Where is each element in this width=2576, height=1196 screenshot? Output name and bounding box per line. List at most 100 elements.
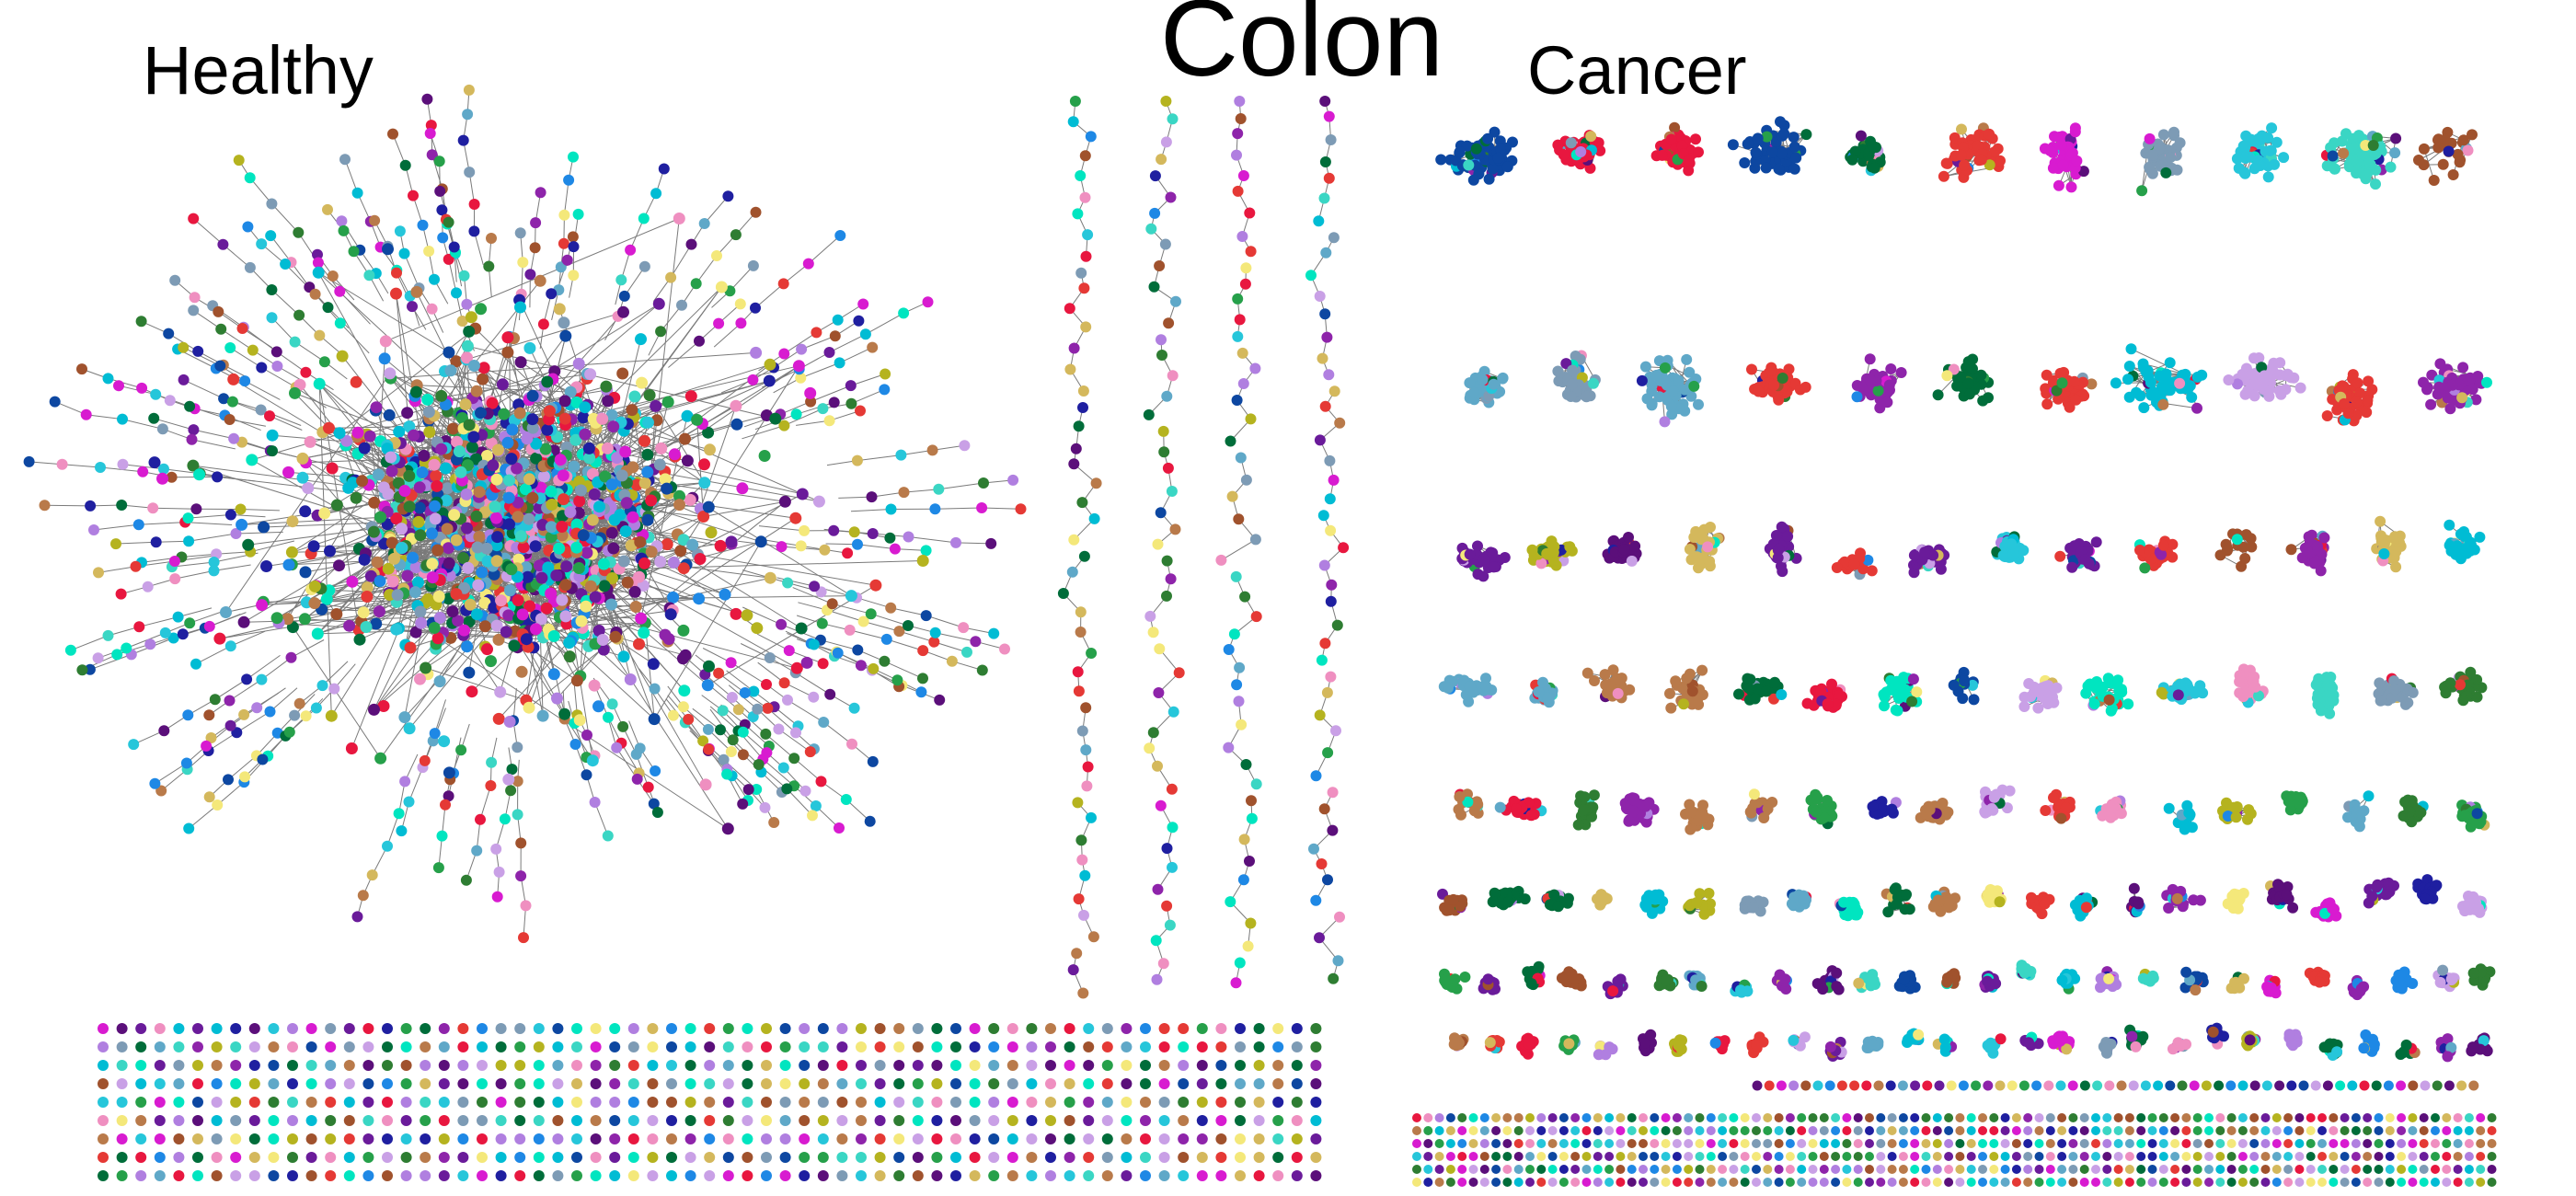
network-node xyxy=(572,562,585,574)
network-node xyxy=(588,679,601,692)
network-node xyxy=(988,627,1000,639)
network-node xyxy=(1215,554,1227,566)
network-node xyxy=(747,374,759,385)
network-node xyxy=(1155,799,1167,811)
network-node xyxy=(799,1097,811,1108)
network-node xyxy=(192,1060,203,1071)
network-node xyxy=(1067,116,1079,128)
network-node xyxy=(1140,1060,1151,1071)
network-node xyxy=(1334,911,1345,923)
network-node xyxy=(1178,1060,1190,1071)
network-node xyxy=(268,1170,280,1181)
network-node xyxy=(416,466,429,478)
network-node xyxy=(742,1060,753,1071)
network-node xyxy=(950,1152,961,1163)
network-node xyxy=(593,500,605,513)
network-node xyxy=(856,1060,867,1071)
network-node xyxy=(1026,1078,1038,1089)
network-node xyxy=(760,728,772,740)
network-edge xyxy=(62,464,101,468)
network-node xyxy=(368,496,381,509)
network-node xyxy=(1291,1041,1303,1052)
network-node xyxy=(556,593,569,606)
network-node xyxy=(1149,170,1161,182)
network-node xyxy=(635,333,647,346)
network-node xyxy=(357,606,370,619)
network-node xyxy=(815,776,827,788)
network-node xyxy=(1323,369,1335,381)
network-node xyxy=(1272,1152,1284,1163)
network-edge xyxy=(270,687,298,712)
network-node xyxy=(388,552,400,565)
network-node xyxy=(571,1115,582,1126)
network-edge xyxy=(246,654,281,680)
network-node xyxy=(1328,972,1340,984)
network-node xyxy=(779,1133,791,1144)
network-node xyxy=(1291,1023,1303,1034)
network-node xyxy=(789,512,802,524)
network-node xyxy=(558,493,569,506)
network-node xyxy=(931,1023,943,1034)
network-node xyxy=(287,1023,298,1034)
network-node xyxy=(400,1078,412,1089)
network-node xyxy=(836,1041,848,1052)
network-node xyxy=(779,1023,791,1034)
network-edge xyxy=(721,379,753,394)
network-node xyxy=(495,1023,507,1034)
network-node xyxy=(836,1170,848,1181)
network-node xyxy=(1006,1078,1018,1089)
network-node xyxy=(742,1097,753,1108)
network-node xyxy=(714,539,727,552)
network-edge xyxy=(758,525,805,532)
network-node xyxy=(1162,462,1174,474)
network-node xyxy=(683,713,695,725)
network-node xyxy=(920,545,932,557)
network-node xyxy=(1234,661,1246,673)
network-node xyxy=(230,528,242,539)
network-edge xyxy=(629,218,645,250)
network-node xyxy=(545,485,558,498)
network-node xyxy=(1006,1060,1018,1071)
network-edge xyxy=(624,266,646,297)
network-node xyxy=(1305,270,1317,282)
network-node xyxy=(149,777,161,789)
network-node xyxy=(491,891,503,903)
network-node xyxy=(1076,497,1088,509)
network-node xyxy=(559,329,572,342)
network-node xyxy=(1230,977,1242,989)
network-node xyxy=(969,1133,981,1144)
network-node xyxy=(248,1133,260,1144)
network-node xyxy=(343,1152,355,1163)
network-node xyxy=(834,357,845,369)
network-edge xyxy=(778,729,811,753)
network-node xyxy=(764,652,776,663)
network-node xyxy=(475,303,488,316)
network-node xyxy=(817,1097,829,1108)
network-node xyxy=(533,1023,545,1034)
network-node xyxy=(704,1152,716,1163)
network-node xyxy=(1064,1115,1075,1126)
network-node xyxy=(324,545,336,558)
network-node xyxy=(520,633,533,646)
network-node xyxy=(560,560,573,573)
network-node xyxy=(255,404,267,416)
network-node xyxy=(285,546,298,558)
network-node xyxy=(490,555,503,568)
network-node xyxy=(1149,207,1161,219)
network-node xyxy=(748,685,760,697)
network-edge xyxy=(404,253,420,289)
network-node xyxy=(343,1097,355,1108)
network-node xyxy=(88,524,99,535)
network-node xyxy=(147,502,159,514)
network-node xyxy=(173,1170,185,1181)
network-node xyxy=(713,667,725,679)
network-node xyxy=(211,1041,223,1052)
network-node xyxy=(1235,1170,1246,1181)
network-edge xyxy=(800,362,840,379)
network-node xyxy=(684,1133,696,1144)
network-node xyxy=(1166,783,1178,795)
network-node xyxy=(173,1133,185,1144)
network-node xyxy=(638,477,651,489)
network-node xyxy=(325,1097,337,1108)
network-node xyxy=(779,1060,791,1071)
